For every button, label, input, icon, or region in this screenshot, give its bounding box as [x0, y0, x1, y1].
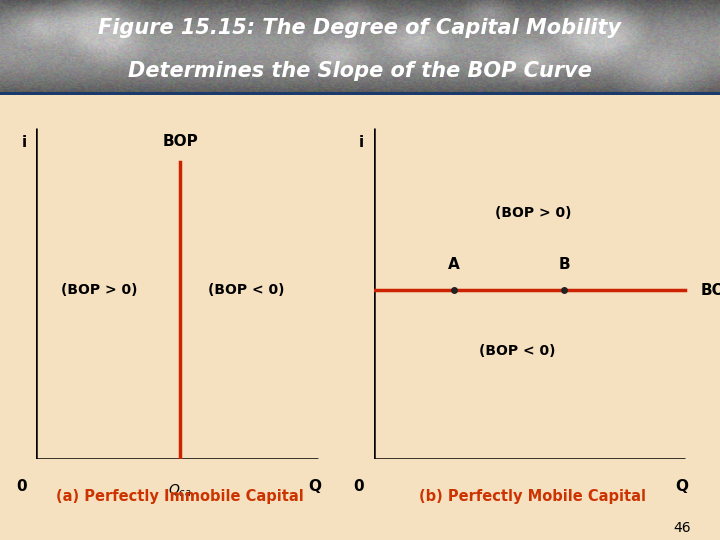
- Text: (BOP < 0): (BOP < 0): [479, 344, 555, 358]
- Text: Determines the Slope of the BOP Curve: Determines the Slope of the BOP Curve: [128, 61, 592, 81]
- Text: (BOP > 0): (BOP > 0): [495, 206, 571, 220]
- Text: A: A: [448, 256, 459, 272]
- Text: 46: 46: [674, 521, 691, 535]
- Text: (BOP < 0): (BOP < 0): [208, 284, 284, 297]
- Text: Q: Q: [675, 480, 688, 494]
- Text: i: i: [359, 135, 364, 150]
- Text: BOP: BOP: [701, 283, 720, 298]
- Text: $Q_{ca}$: $Q_{ca}$: [168, 483, 192, 499]
- Text: 0: 0: [354, 480, 364, 494]
- Text: Q: Q: [308, 480, 321, 494]
- Text: (BOP > 0): (BOP > 0): [61, 284, 138, 297]
- Text: Figure 15.15: The Degree of Capital Mobility: Figure 15.15: The Degree of Capital Mobi…: [99, 18, 621, 38]
- Text: i: i: [22, 135, 27, 150]
- Text: 0: 0: [17, 480, 27, 494]
- Text: BOP: BOP: [162, 133, 198, 148]
- Text: (a) Perfectly Immobile Capital: (a) Perfectly Immobile Capital: [56, 489, 304, 504]
- Text: B: B: [559, 256, 570, 272]
- Text: (b) Perfectly Mobile Capital: (b) Perfectly Mobile Capital: [419, 489, 647, 504]
